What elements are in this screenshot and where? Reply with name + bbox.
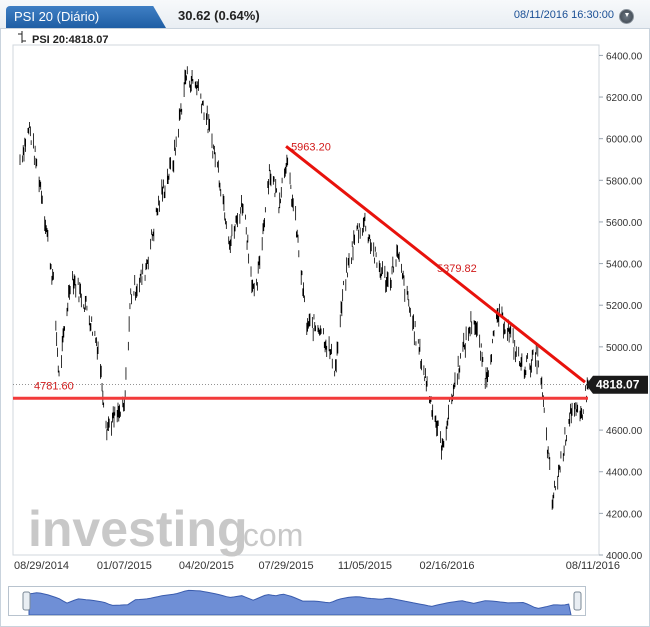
y-axis: 4000.004200.004400.004600.004800.005000.…: [599, 51, 643, 562]
y-tick-label: 6000.00: [606, 135, 643, 146]
watermark-logo: investing .com: [28, 501, 303, 557]
x-tick-label: 01/07/2015: [97, 560, 152, 572]
circle-chevron-down-icon[interactable]: [619, 9, 634, 24]
price-level-label: 5963.20: [291, 141, 331, 153]
x-tick-label: 08/11/2016: [566, 560, 620, 572]
price-chart[interactable]: investing .com 4000.00 4200.00 4400.00 4600…: [0, 0, 650, 580]
y-tick-label: 4200.00: [606, 509, 643, 520]
y-tick-label: 5000.00: [606, 343, 643, 354]
last-update-datetime: 08/11/2016 16:30:00: [513, 9, 614, 21]
last-value-badge: [586, 375, 648, 394]
chart-title[interactable]: PSI 20 (Diário): [6, 6, 166, 28]
y-tick-label: 5600.00: [606, 218, 643, 229]
y-tick-label: 5200.00: [606, 301, 643, 312]
x-tick-label: 02/16/2016: [419, 560, 474, 572]
navigator-right-handle[interactable]: [573, 591, 582, 611]
watermark-bold: investing: [28, 501, 247, 557]
y-tick-label: 4000.00: [606, 551, 643, 562]
x-tick-label: 07/29/2015: [259, 560, 314, 572]
navigator-graph: [22, 589, 582, 616]
x-tick-label: 08/29/2014: [14, 560, 69, 572]
y-tick-label: 4400.00: [606, 468, 643, 479]
price-change: 30.62 (0.64%): [178, 8, 260, 23]
plot-area: [12, 44, 600, 556]
range-navigator[interactable]: [8, 586, 586, 616]
watermark-light: .com: [234, 517, 303, 553]
y-tick-label: 5800.00: [606, 176, 643, 187]
y-tick-label: 6400.00: [606, 51, 643, 62]
y-tick-label: 4600.00: [606, 426, 643, 437]
y-tick-label: 5400.00: [606, 260, 643, 271]
price-level-label: 5379.82: [437, 263, 477, 275]
price-level-label: 4781.60: [34, 380, 74, 392]
last-value-badge-layer: 4818.07: [13, 375, 648, 394]
x-tick-label: 11/05/2015: [338, 560, 392, 572]
last-value-label: 4818.07: [596, 378, 640, 392]
x-tick-label: 04/20/2015: [179, 560, 234, 572]
instrument-readout-label: PSI 20:4818.07: [32, 34, 109, 46]
navigator-area: [28, 589, 572, 616]
y-tick-label: 6200.00: [606, 93, 643, 104]
instrument-readout: PSI 20:4818.07: [18, 31, 108, 46]
navigator-left-handle[interactable]: [22, 591, 31, 611]
x-axis: 08/29/2014 01/07/2015 04/20/2015 07/29/2015…: [14, 560, 620, 572]
annotation-layer: 5963.20 5379.82 4781.60: [13, 141, 588, 400]
price-series: [19, 66, 589, 510]
resistance-trendline[interactable]: [285, 145, 586, 384]
series-layer: [19, 66, 589, 510]
chart-header: PSI 20 (Diário) 30.62 (0.64%) 08/11/2016…: [0, 0, 650, 29]
bar-tick-icon: [18, 31, 26, 46]
